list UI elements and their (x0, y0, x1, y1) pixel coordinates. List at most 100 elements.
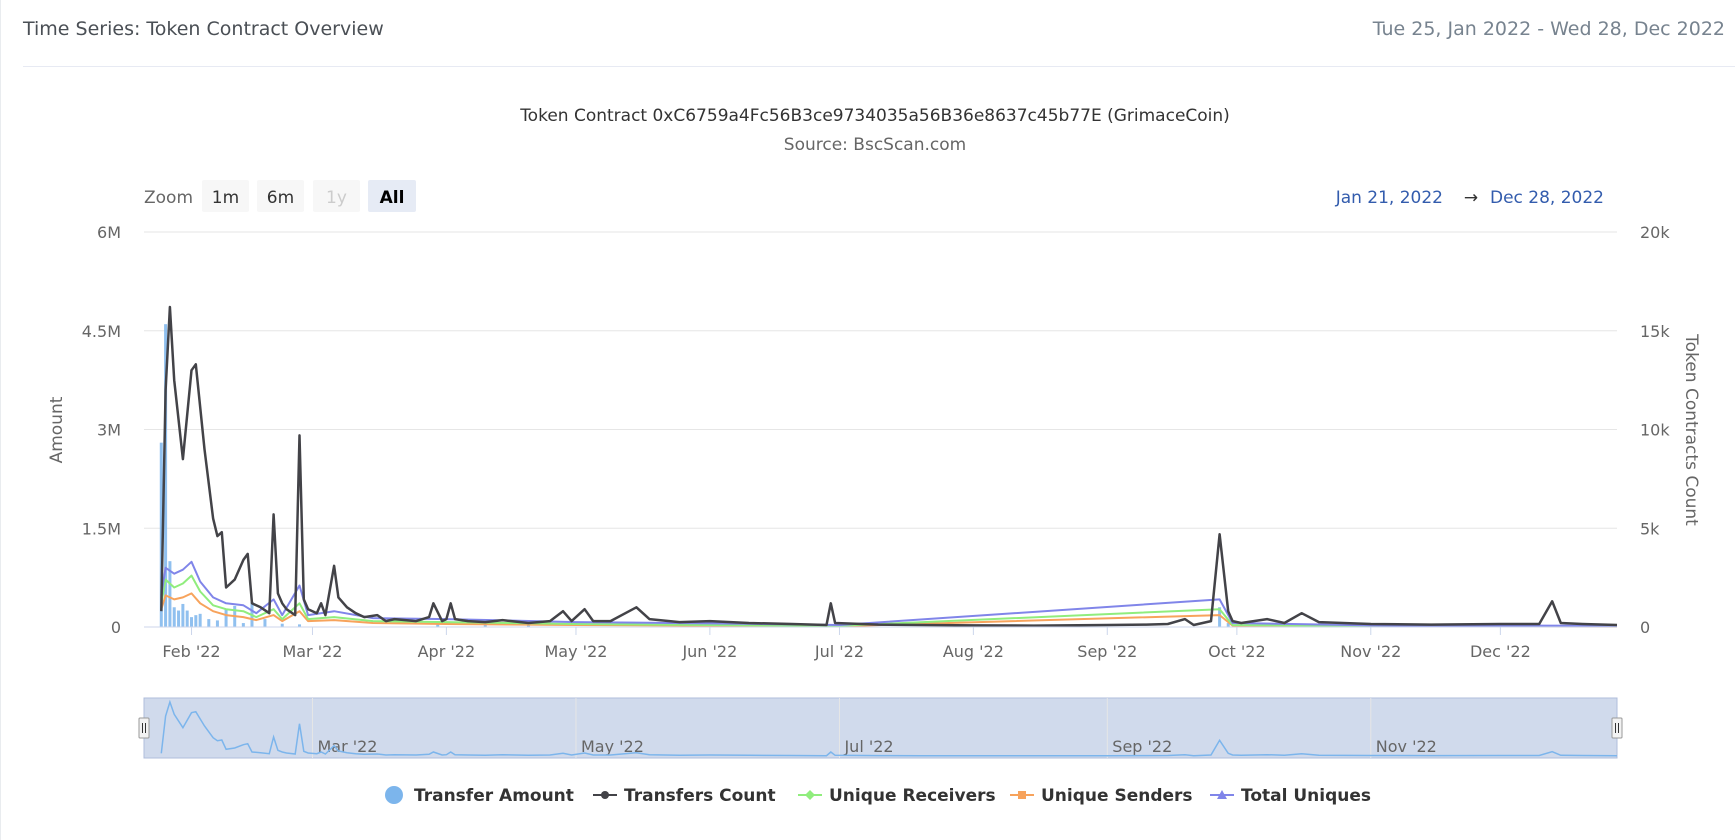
x-tick-label: Oct '22 (1208, 642, 1266, 661)
x-tick-label: Aug '22 (943, 642, 1004, 661)
series-transfer-amount (159, 324, 1541, 627)
y-tick-label-right: 20k (1640, 223, 1670, 242)
navigator-tick-label: Sep '22 (1112, 737, 1172, 756)
y-tick-label-left: 4.5M (82, 322, 121, 341)
navigator[interactable]: Mar '22 May '22 Jul '22 Sep '22 Nov '22 (138, 697, 1623, 759)
legend-label: Transfers Count (624, 786, 776, 806)
y-tick-label-left: 0 (111, 618, 121, 637)
transfer-amount-bar (224, 608, 228, 627)
transfer-amount-bar (241, 623, 245, 627)
transfer-amount-bar (172, 607, 176, 627)
x-tick-label: Mar '22 (282, 642, 342, 661)
y-tick-label-right: 0 (1640, 618, 1650, 637)
legend-item-total-uniques[interactable]: Total Uniques (1210, 786, 1371, 806)
x-tick-label: May '22 (545, 642, 608, 661)
legend-item-unique-senders[interactable]: Unique Senders (1010, 786, 1193, 806)
y-tick-label-right: 15k (1640, 322, 1670, 341)
x-axis: Feb '22 Mar '22 Apr '22 May '22 Jun '22 Jul '… (144, 626, 1617, 661)
zoom-button-label: All (380, 188, 405, 208)
header-divider (23, 66, 1735, 67)
transfer-amount-bar (185, 610, 189, 627)
series-transfers-count (160, 305, 1618, 627)
x-tick-label: Nov '22 (1340, 642, 1401, 661)
y-tick-label-left: 1.5M (82, 519, 121, 538)
legend-label: Transfer Amount (414, 786, 574, 806)
x-tick-label: Apr '22 (418, 642, 476, 661)
zoom-button-All[interactable] (368, 180, 416, 212)
navigator-tick-label: May '22 (581, 737, 644, 756)
grid-lines (144, 231, 1617, 628)
x-tick-label: Jun '22 (681, 642, 737, 661)
y-axis-right: 0 5k 10k 15k 20k (1640, 223, 1670, 637)
legend-marker-diamond (805, 790, 815, 800)
navigator-handle-left[interactable] (138, 717, 150, 739)
transfer-amount-bar (207, 619, 211, 627)
card-title: Time Series: Token Contract Overview (23, 18, 384, 40)
x-tick-label: Sep '22 (1077, 642, 1137, 661)
transfer-amount-bar (190, 617, 194, 627)
series-line (160, 560, 1618, 627)
zoom-button-6m[interactable] (257, 180, 304, 212)
transfer-amount-bar (215, 620, 219, 627)
legend-label: Unique Receivers (829, 786, 996, 806)
legend-item-transfer-amount[interactable]: Transfer Amount (385, 786, 574, 806)
transfer-amount-bar (1218, 607, 1222, 627)
y-axis-title-left: Amount (47, 396, 67, 463)
chart-title: Token Contract 0xC6759a4Fc56B3ce9734035a… (519, 106, 1230, 126)
legend-label: Unique Senders (1041, 786, 1193, 806)
transfer-amount-bar (526, 625, 530, 627)
navigator-tick-label: Mar '22 (317, 737, 377, 756)
navigator-handle-right[interactable] (1611, 717, 1623, 739)
transfer-amount-bar (263, 619, 267, 627)
chart-subtitle: Source: BscScan.com (784, 135, 966, 155)
navigator-series-line (160, 699, 1618, 757)
transfer-amount-bar (280, 623, 284, 627)
series-total-uniques (160, 560, 1618, 627)
transfer-amount-bar (159, 442, 163, 627)
zoom-label: Zoom (144, 188, 193, 208)
zoom-button-1m[interactable] (202, 180, 249, 212)
legend-item-unique-receivers[interactable]: Unique Receivers (798, 786, 996, 806)
handle-grip (1611, 717, 1623, 739)
zoom-button-label: 1m (212, 188, 239, 208)
navigator-tick-label: Jul '22 (843, 737, 893, 756)
y-axis-title-right: Token Contracts Count (1681, 333, 1701, 526)
legend-symbol-circle (385, 786, 403, 804)
transfer-amount-bar (198, 613, 202, 627)
transfer-amount-bar (181, 603, 185, 627)
range-arrow: → (1464, 188, 1478, 208)
transfer-amount-bar (436, 623, 440, 627)
x-tick-label: Jul '22 (814, 642, 864, 661)
x-tick-label: Feb '22 (162, 642, 220, 661)
y-axis-left: 0 1.5M 3M 4.5M 6M (82, 223, 121, 637)
handle-grip (138, 717, 150, 739)
transfer-amount-bar (298, 624, 302, 627)
legend: Transfer Amount Transfers Count Unique Rec… (385, 786, 1371, 806)
y-tick-label-left: 6M (97, 223, 121, 242)
card-date-range: Tue 25, Jan 2022 - Wed 28, Dec 2022 (1372, 18, 1725, 40)
range-from[interactable]: Jan 21, 2022 (1335, 188, 1443, 208)
plot-area (159, 305, 1618, 628)
transfer-amount-bar (164, 324, 168, 627)
transfer-amount-bar (483, 624, 487, 627)
range-to[interactable]: Dec 28, 2022 (1490, 188, 1604, 208)
transfer-amount-bar (177, 610, 181, 627)
zoom-buttons: 1m 6m 1y All (202, 180, 416, 212)
zoom-button-1y[interactable] (313, 180, 360, 212)
zoom-button-label: 6m (267, 188, 294, 208)
transfer-amount-bar (1226, 623, 1230, 627)
y-tick-label-right: 5k (1640, 519, 1660, 538)
y-tick-label-right: 10k (1640, 421, 1670, 440)
legend-marker-triangle (1217, 790, 1227, 799)
y-tick-label-left: 3M (97, 421, 121, 440)
navigator-tick-label: Nov '22 (1376, 737, 1437, 756)
legend-item-transfers-count[interactable]: Transfers Count (593, 786, 776, 806)
legend-marker-square (1018, 791, 1026, 799)
legend-label: Total Uniques (1241, 786, 1371, 806)
transfer-amount-bar (194, 615, 198, 627)
transfer-amount-bar (168, 561, 172, 627)
zoom-button-label: 1y (326, 188, 347, 208)
series-line (160, 305, 1618, 627)
